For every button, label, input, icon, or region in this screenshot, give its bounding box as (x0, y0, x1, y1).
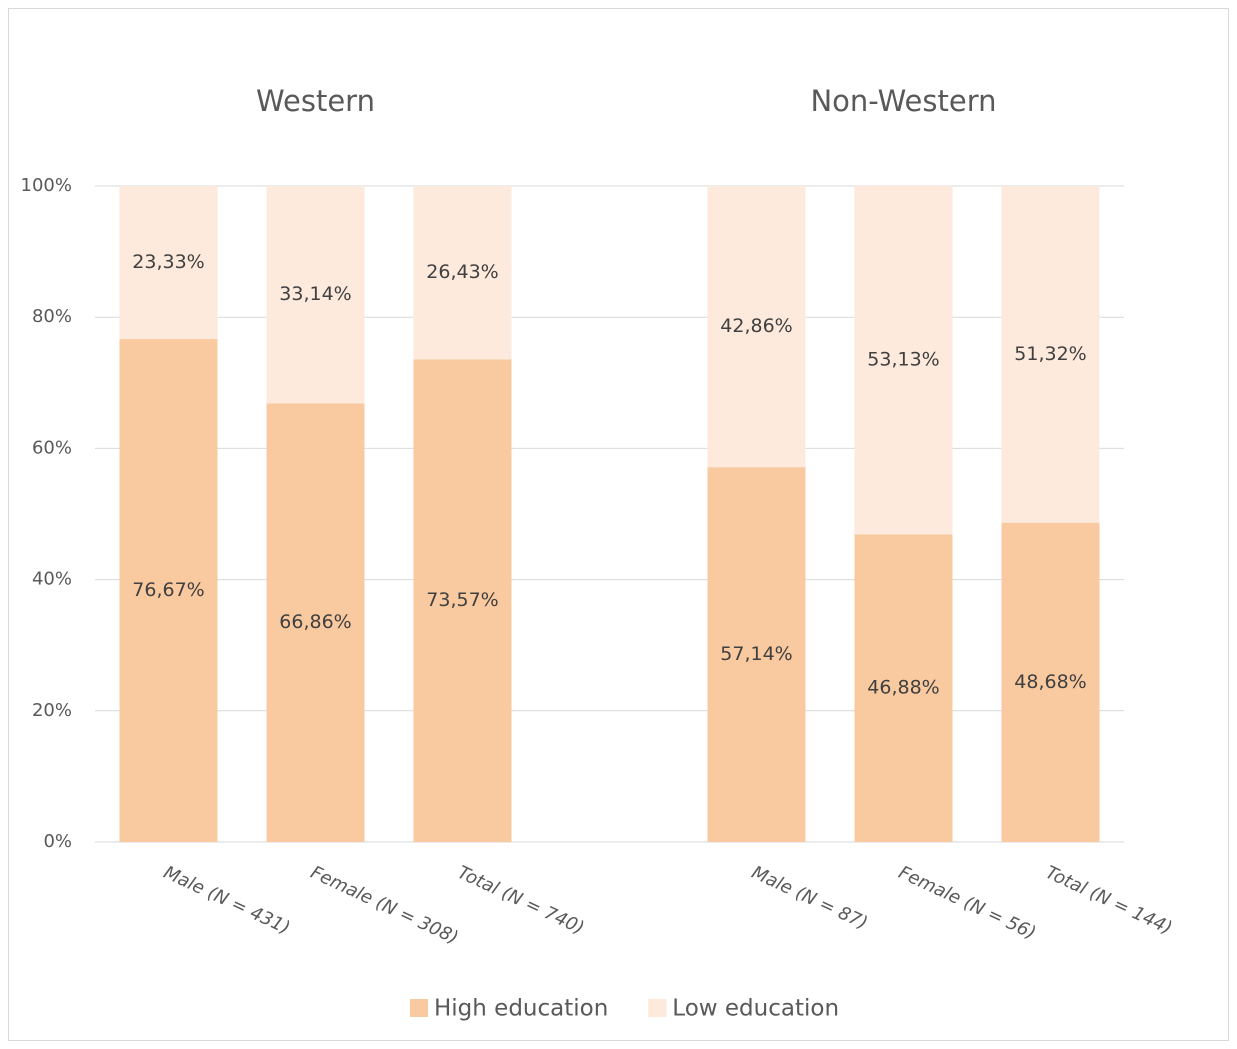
data-label: 66,86% (279, 611, 351, 633)
data-label: 73,57% (426, 589, 498, 611)
data-label: 57,14% (720, 643, 792, 665)
bar-segment (1001, 186, 1100, 523)
bar-segment (854, 185, 953, 535)
data-label: 53,13% (867, 349, 939, 371)
bar-segment (707, 467, 806, 842)
bar-segment (266, 403, 365, 842)
y-tick-label: 40% (32, 569, 72, 590)
legend-label: High education (434, 996, 608, 1022)
data-label: 76,67% (132, 579, 204, 601)
data-label: 42,86% (720, 315, 792, 337)
y-tick-label: 60% (32, 437, 72, 458)
data-label: 23,33% (132, 251, 204, 273)
data-label: 46,88% (867, 677, 939, 699)
bar-segment (413, 186, 512, 360)
group-title: Non-Western (810, 84, 996, 118)
y-tick-label: 80% (32, 306, 72, 327)
legend-label: Low education (672, 996, 839, 1022)
bar-segment (1001, 522, 1100, 842)
bar-segment (413, 359, 512, 842)
bar-segment (854, 534, 953, 842)
bar-segment (707, 186, 806, 468)
group-title: Western (256, 84, 375, 118)
y-tick-label: 0% (43, 831, 72, 852)
data-label: 51,32% (1014, 343, 1086, 365)
y-tick-label: 20% (32, 700, 72, 721)
data-label: 48,68% (1014, 671, 1086, 693)
y-tick-label: 100% (21, 175, 72, 196)
legend-swatch (648, 999, 667, 1017)
bar-segment (119, 339, 218, 842)
data-label: 26,43% (426, 261, 498, 283)
bar-segment (119, 186, 218, 340)
data-label: 33,14% (279, 283, 351, 305)
bar-segment (266, 186, 365, 404)
legend-swatch (410, 999, 428, 1017)
